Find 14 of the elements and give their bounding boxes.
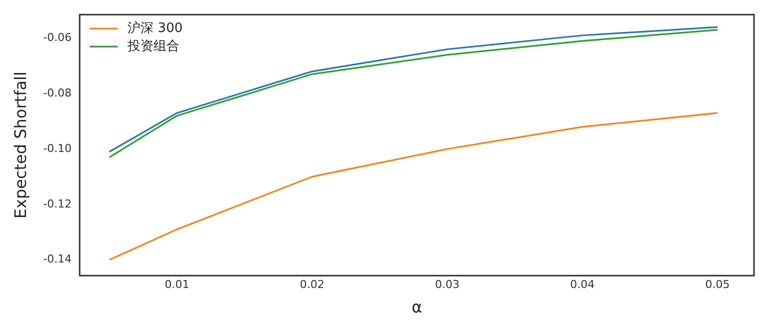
y-tick-label: -0.14 <box>43 252 72 266</box>
legend-label: 投资组合 <box>126 38 180 54</box>
x-tick-label: 0.03 <box>434 278 460 292</box>
y-axis-title: Expected Shortfall <box>10 72 30 219</box>
x-tick-label: 0.02 <box>300 278 324 292</box>
x-tick-label: 0.04 <box>570 278 595 292</box>
y-tick-label: -0.06 <box>43 31 72 44</box>
y-tick-label: -0.10 <box>43 142 72 155</box>
legend-label: 沪深 300 <box>128 20 183 36</box>
x-tick-label: 0.01 <box>164 278 190 292</box>
x-axis-title: α <box>412 298 422 317</box>
x-tick-label: 0.05 <box>705 278 730 292</box>
y-tick-label: -0.08 <box>43 86 72 100</box>
y-tick-label: -0.12 <box>43 197 72 210</box>
